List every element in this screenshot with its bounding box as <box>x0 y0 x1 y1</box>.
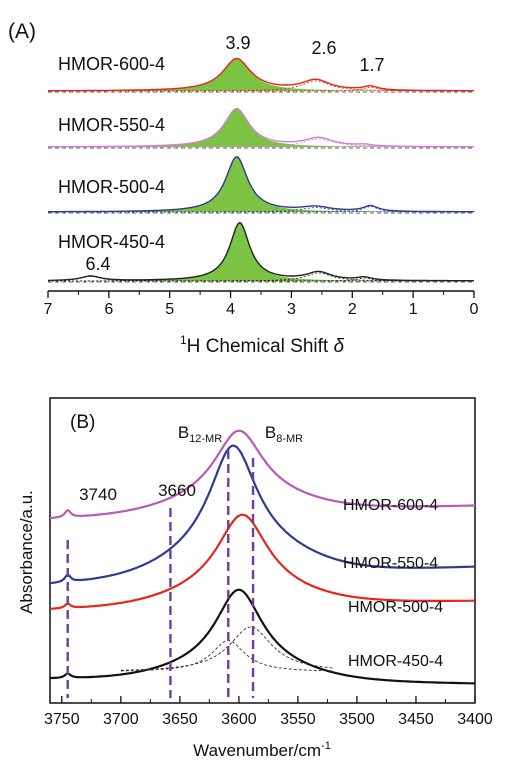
x-tick-label: 3 <box>287 301 296 318</box>
ir-series-hmor-450-4: HMOR-450-4 <box>49 588 475 685</box>
x-tick-label: 3700 <box>103 711 139 728</box>
x-tick-label: 3750 <box>44 711 80 728</box>
nmr-spectrum-line <box>48 57 474 92</box>
peak-label: 6.4 <box>85 254 110 274</box>
x-tick-label: 1 <box>409 301 418 318</box>
nmr-series-hmor-450-4: HMOR-450-4 <box>48 221 474 283</box>
nmr-filled-peak <box>48 59 474 91</box>
reference-line-label: 3740 <box>79 485 117 504</box>
deconvolution-peak <box>120 640 334 672</box>
series-label: HMOR-450-4 <box>58 232 165 252</box>
reference-line-label: B8-MR <box>265 423 303 445</box>
x-tick-label: 2 <box>348 301 357 318</box>
nmr-fit-peak <box>48 275 474 282</box>
x-tick-label: 3650 <box>162 711 198 728</box>
nmr-series-hmor-550-4: HMOR-550-4 <box>48 107 474 149</box>
x-tick-label: 3600 <box>221 711 257 728</box>
deconvolution-peak <box>120 626 334 671</box>
panel-a-label: (A) <box>8 20 36 43</box>
peak-label: 2.6 <box>311 38 336 58</box>
panel-b-x-axis-label: Wavenumber/cm-1 <box>193 740 331 760</box>
x-tick-label: 0 <box>470 301 479 318</box>
panel-b-traces: HMOR-600-4 HMOR-550-4 HMOR-500-4 HMOR-450-4… <box>49 423 475 698</box>
x-tick-label: 5 <box>165 301 174 318</box>
x-tick-label: 4 <box>226 301 235 318</box>
nmr-spectrum-line <box>48 107 474 148</box>
nmr-series-hmor-500-4: HMOR-500-4 <box>48 156 474 214</box>
panel-a: (A) HMOR-600-4 HMOR-550-4 HMOR-500-4 HMOR-4… <box>8 20 479 357</box>
panel-a-x-axis-label: 1H Chemical Shift δ <box>180 333 344 357</box>
peak-label: 1.7 <box>359 55 384 75</box>
nmr-filled-peak <box>48 157 474 212</box>
x-tick-label: 3500 <box>339 711 375 728</box>
reference-line-label: B12-MR <box>178 423 222 445</box>
nmr-spectrum-line <box>48 221 474 282</box>
x-axis-label-superscript: 1 <box>180 333 187 347</box>
panel-b-label: (B) <box>70 412 95 433</box>
panel-b-y-axis-label: Absorbance/a.u. <box>17 490 36 614</box>
ir-series-hmor-600-4: HMOR-600-4 <box>49 429 475 520</box>
nmr-filled-peak <box>48 109 474 147</box>
ir-spectrum-line <box>49 444 475 585</box>
x-tick-label: 3450 <box>398 711 434 728</box>
series-label: HMOR-500-4 <box>58 177 165 197</box>
x-tick-label: 6 <box>104 301 113 318</box>
ir-series-hmor-500-4: HMOR-500-4 <box>50 513 475 616</box>
ir-spectrum-line <box>49 588 475 685</box>
x-tick-label: 7 <box>44 301 53 318</box>
nmr-spectrum-line <box>48 156 474 213</box>
panel-a-x-axis: 7 6 5 4 3 2 1 0 <box>44 290 479 318</box>
nmr-filled-peak <box>48 223 474 281</box>
nmr-fit-peak <box>48 86 474 92</box>
series-label: HMOR-500-4 <box>348 599 443 616</box>
panel-b: (B) HMOR-600-4 HMOR-550-4 HMOR-500-4 HMOR-4… <box>17 397 493 760</box>
panel-b-x-axis: 3750 3700 3650 3600 3550 3500 3450 3400 <box>44 696 493 728</box>
ir-series-hmor-550-4: HMOR-550-4 <box>49 444 475 585</box>
ir-spectrum-line <box>49 429 475 520</box>
panel-a-traces: HMOR-600-4 HMOR-550-4 HMOR-500-4 HMOR-450-4… <box>48 33 474 283</box>
x-tick-label: 3400 <box>457 711 493 728</box>
reference-line-label: 3660 <box>158 481 196 500</box>
peak-label: 3.9 <box>225 33 250 53</box>
ir-spectrum-line <box>50 513 475 610</box>
series-label: HMOR-600-4 <box>58 54 165 74</box>
nmr-series-hmor-600-4: HMOR-600-4 <box>48 54 474 93</box>
series-label: HMOR-550-4 <box>58 115 165 135</box>
series-label: HMOR-550-4 <box>343 555 438 572</box>
x-axis-label-superscript: -1 <box>321 740 331 752</box>
x-tick-label: 3550 <box>280 711 316 728</box>
series-label: HMOR-450-4 <box>348 653 443 670</box>
panel-b-frame <box>49 397 476 704</box>
series-label: HMOR-600-4 <box>343 497 438 514</box>
nmr-fit-peak <box>48 145 474 148</box>
ir-deconvolution <box>120 626 334 672</box>
